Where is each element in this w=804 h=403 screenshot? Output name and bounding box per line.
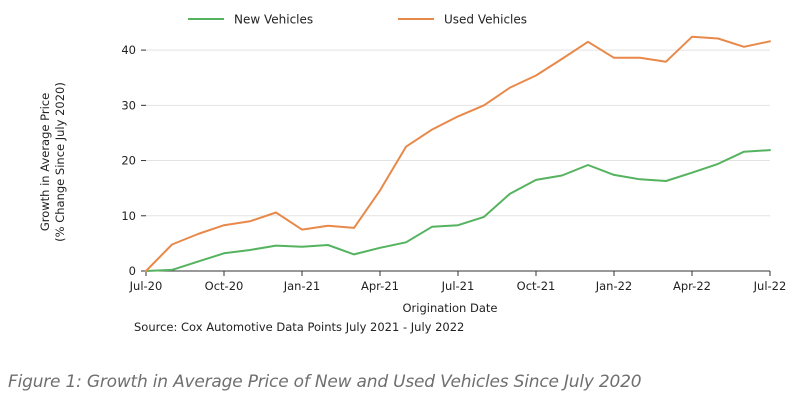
y-tick-label-30: 30 xyxy=(121,98,136,112)
x-tick-label-Apr-22: Apr-22 xyxy=(673,279,711,293)
line-chart: 0 10 20 30 40 Jul-20 Oct-20 Jan-21 Apr-21 Jul-21… xyxy=(38,13,787,335)
y-axis-ticks: 0 10 20 30 40 xyxy=(121,43,146,278)
x-tick-label-Apr-21: Apr-21 xyxy=(361,279,399,293)
legend-label-used-vehicles: Used Vehicles xyxy=(444,13,527,27)
x-tick-label-Jul-21: Jul-21 xyxy=(441,279,475,293)
y-tick-label-20: 20 xyxy=(121,154,136,168)
x-tick-label-Jan-22: Jan-22 xyxy=(595,279,633,293)
series-line-used-vehicles xyxy=(145,35,771,272)
y-axis-title-line-2: (% Change Since July 2020) xyxy=(53,82,67,242)
y-tick-label-10: 10 xyxy=(121,209,136,223)
x-tick-label-Oct-21: Oct-21 xyxy=(517,279,556,293)
series-line-new-vehicles xyxy=(145,149,771,272)
x-tick-label-Jul-20: Jul-20 xyxy=(129,279,163,293)
y-axis-title: Growth in Average Price (% Change Since … xyxy=(38,82,67,242)
legend-label-new-vehicles: New Vehicles xyxy=(234,13,313,27)
x-tick-label-Jul-22: Jul-22 xyxy=(753,279,787,293)
y-tick-label-0: 0 xyxy=(129,264,136,278)
x-tick-label-Jan-21: Jan-21 xyxy=(283,279,321,293)
x-axis-ticks: Jul-20 Oct-20 Jan-21 Apr-21 Jul-21 Oct-21 Jan-… xyxy=(129,271,787,293)
x-axis-title: Origination Date xyxy=(403,301,498,315)
legend: New Vehicles Used Vehicles xyxy=(188,13,527,27)
figure-caption: Figure 1: Growth in Average Price of New… xyxy=(8,372,642,392)
source-note: Source: Cox Automotive Data Points July … xyxy=(134,320,464,334)
series-lines xyxy=(145,35,771,272)
x-tick-label-Oct-20: Oct-20 xyxy=(205,279,244,293)
y-tick-label-40: 40 xyxy=(121,43,136,57)
gridlines xyxy=(146,49,770,217)
y-axis-title-line-1: Growth in Average Price xyxy=(38,93,52,231)
